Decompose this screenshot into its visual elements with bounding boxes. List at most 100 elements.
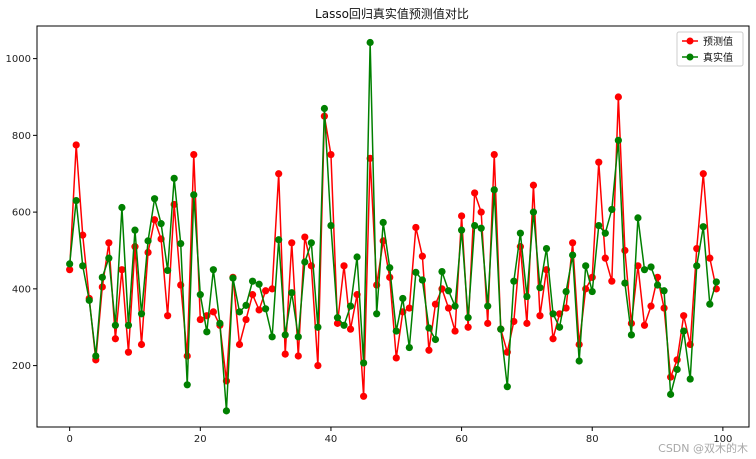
data-point-actual xyxy=(196,291,204,299)
data-point-actual xyxy=(144,237,152,245)
data-point-actual xyxy=(614,136,622,144)
data-point-actual xyxy=(451,302,459,310)
data-point-actual xyxy=(320,104,329,113)
data-point-predicted xyxy=(444,304,453,312)
data-point-predicted xyxy=(647,302,655,310)
data-point-actual xyxy=(131,226,139,234)
data-point-actual xyxy=(693,262,701,270)
data-point-predicted xyxy=(248,291,257,299)
data-point-predicted xyxy=(268,285,276,293)
data-point-predicted xyxy=(536,312,544,320)
data-point-actual xyxy=(562,287,570,296)
data-point-actual xyxy=(203,328,211,336)
data-point-predicted xyxy=(137,340,146,349)
data-point-actual xyxy=(170,174,178,182)
data-point-predicted xyxy=(425,346,433,354)
y-axis: 200 400 600 800 1000 xyxy=(6,54,37,372)
data-point-actual xyxy=(360,359,368,367)
data-point-actual xyxy=(529,208,538,216)
data-point-actual xyxy=(111,321,119,329)
data-point-predicted xyxy=(614,93,622,101)
data-point-actual xyxy=(386,264,394,272)
data-point-actual xyxy=(353,253,361,261)
data-point-predicted xyxy=(582,285,590,293)
data-point-actual xyxy=(255,280,263,288)
chart-title: Lasso回归真实值预测值对比 xyxy=(315,6,469,21)
data-point-actual xyxy=(601,229,609,237)
x-tick-label: 0 xyxy=(66,434,72,445)
data-point-predicted xyxy=(601,254,609,262)
data-point-predicted xyxy=(164,312,172,320)
data-point-predicted xyxy=(575,340,583,349)
data-point-predicted xyxy=(111,335,119,343)
data-point-predicted xyxy=(529,181,538,189)
data-point-predicted xyxy=(431,300,440,308)
data-point-actual xyxy=(575,357,583,365)
data-point-actual xyxy=(66,260,74,268)
y-tick-label: 200 xyxy=(12,361,31,372)
data-point-predicted xyxy=(72,141,80,149)
data-point-actual xyxy=(680,327,688,335)
data-point-actual xyxy=(516,229,524,237)
data-point-predicted xyxy=(242,315,250,324)
data-point-actual xyxy=(248,277,257,285)
data-point-actual xyxy=(621,279,629,287)
data-point-actual xyxy=(373,310,381,318)
x-tick-label: 60 xyxy=(455,434,468,445)
data-point-actual xyxy=(418,276,426,284)
data-point-actual xyxy=(366,38,374,47)
x-tick-label: 80 xyxy=(586,434,599,445)
data-point-actual xyxy=(673,365,681,374)
data-point-actual xyxy=(301,258,309,266)
data-point-actual xyxy=(438,267,446,276)
data-point-predicted xyxy=(405,304,413,312)
data-point-actual xyxy=(79,262,87,270)
data-point-actual xyxy=(183,381,191,389)
x-tick-label: 100 xyxy=(713,434,732,445)
x-tick-label: 20 xyxy=(194,434,207,445)
series-line-actual xyxy=(68,42,718,411)
data-point-actual xyxy=(72,197,80,205)
data-point-predicted xyxy=(451,327,459,335)
data-point-predicted xyxy=(660,304,668,312)
data-point-predicted xyxy=(464,323,472,331)
data-point-predicted xyxy=(333,319,342,327)
data-point-actual xyxy=(431,335,440,344)
data-point-predicted xyxy=(66,266,74,274)
data-point-predicted xyxy=(301,233,309,241)
data-point-actual xyxy=(209,266,217,274)
data-point-actual xyxy=(275,236,283,244)
plot-frame xyxy=(36,25,750,428)
data-point-actual xyxy=(712,278,720,286)
data-point-actual xyxy=(588,287,596,296)
legend-marker-predicted xyxy=(686,37,694,45)
data-point-actual xyxy=(464,314,472,322)
x-tick-label: 40 xyxy=(325,434,338,445)
data-point-predicted xyxy=(392,354,400,362)
legend-label-actual: 真实值 xyxy=(703,51,733,64)
data-point-actual xyxy=(307,239,315,247)
data-point-predicted xyxy=(124,348,133,356)
data-point-actual xyxy=(177,239,185,248)
data-point-actual xyxy=(536,284,544,292)
data-point-predicted xyxy=(209,308,217,316)
data-point-actual xyxy=(150,195,159,203)
data-point-predicted xyxy=(183,352,191,360)
data-point-predicted xyxy=(131,243,139,251)
data-point-actual xyxy=(164,266,172,275)
data-point-predicted xyxy=(490,150,498,159)
data-point-actual xyxy=(497,325,505,333)
data-point-predicted xyxy=(98,283,106,291)
data-point-actual xyxy=(190,191,198,199)
y-tick-label: 1000 xyxy=(6,54,31,65)
data-point-actual xyxy=(569,251,577,259)
data-point-actual xyxy=(105,254,113,262)
data-point-actual xyxy=(405,343,413,352)
data-point-actual xyxy=(457,226,466,234)
data-point-actual xyxy=(340,321,348,329)
data-point-predicted xyxy=(346,325,355,333)
data-point-predicted xyxy=(314,362,322,370)
data-point-actual xyxy=(92,352,100,360)
data-point-actual xyxy=(706,300,714,308)
